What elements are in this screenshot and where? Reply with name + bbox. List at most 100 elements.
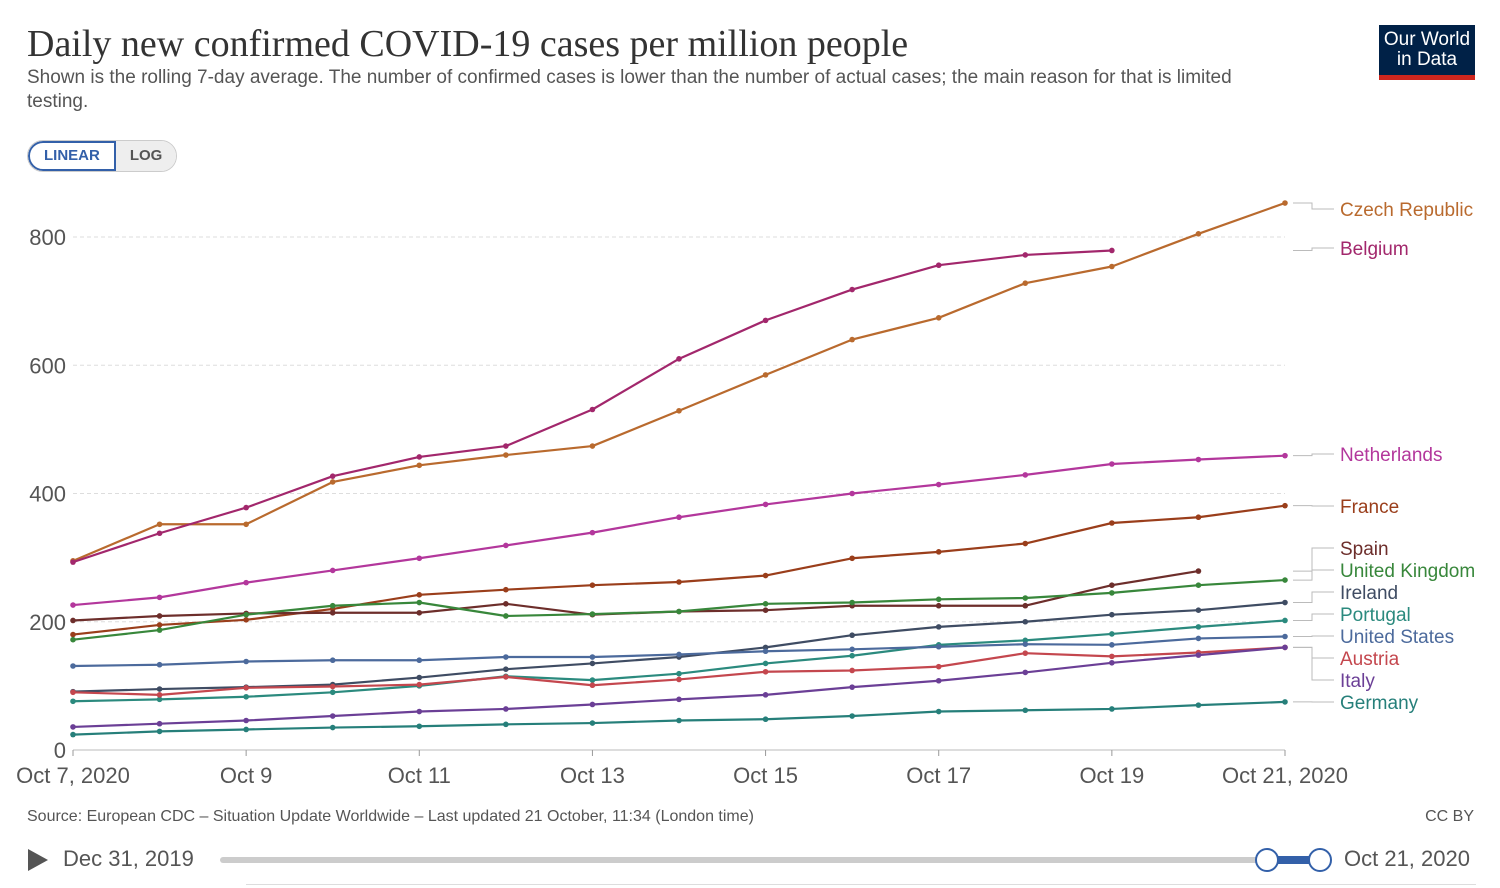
data-point[interactable]: [1282, 577, 1288, 583]
data-point[interactable]: [503, 706, 509, 712]
data-point[interactable]: [156, 613, 163, 619]
legend-label[interactable]: Portugal: [1340, 605, 1411, 626]
data-point[interactable]: [503, 674, 509, 680]
data-point[interactable]: [1022, 602, 1029, 609]
data-point[interactable]: [1282, 617, 1288, 624]
legend-label[interactable]: Austria: [1340, 649, 1400, 670]
legend-label[interactable]: Czech Republic: [1340, 200, 1473, 221]
data-point[interactable]: [329, 689, 336, 696]
data-point[interactable]: [156, 692, 163, 698]
data-point[interactable]: [1195, 635, 1202, 642]
data-point[interactable]: [416, 592, 423, 598]
legend-label[interactable]: Germany: [1340, 693, 1419, 714]
data-point[interactable]: [243, 579, 249, 586]
series-line[interactable]: [72, 635, 1286, 668]
data-point[interactable]: [1282, 599, 1288, 606]
legend-label[interactable]: Netherlands: [1340, 445, 1442, 466]
timeline-start-handle[interactable]: [1255, 848, 1279, 872]
data-point[interactable]: [156, 622, 163, 628]
data-point[interactable]: [589, 701, 596, 708]
data-point[interactable]: [1022, 650, 1029, 656]
linear-scale-button[interactable]: LINEAR: [28, 141, 116, 171]
timeline-track[interactable]: [220, 857, 1320, 863]
data-point[interactable]: [1282, 633, 1288, 640]
data-point[interactable]: [935, 481, 942, 488]
data-point[interactable]: [503, 721, 509, 728]
data-point[interactable]: [156, 530, 163, 537]
data-point[interactable]: [243, 504, 249, 511]
data-point[interactable]: [676, 717, 682, 724]
data-point[interactable]: [70, 698, 76, 705]
data-point[interactable]: [849, 490, 855, 497]
data-point[interactable]: [503, 613, 509, 619]
data-point[interactable]: [416, 674, 423, 681]
data-point[interactable]: [589, 443, 596, 449]
data-point[interactable]: [156, 728, 163, 735]
data-point[interactable]: [1022, 707, 1029, 714]
data-point[interactable]: [503, 586, 509, 593]
data-point[interactable]: [849, 599, 855, 606]
owid-logo[interactable]: Our World in Data: [1379, 25, 1475, 80]
data-point[interactable]: [762, 501, 769, 508]
data-point[interactable]: [762, 607, 769, 614]
data-point[interactable]: [503, 443, 509, 449]
data-point[interactable]: [849, 632, 855, 639]
data-point[interactable]: [503, 600, 509, 607]
data-point[interactable]: [849, 646, 855, 653]
data-point[interactable]: [70, 731, 76, 738]
data-point[interactable]: [849, 713, 855, 719]
data-point[interactable]: [762, 648, 769, 655]
data-point[interactable]: [589, 720, 596, 726]
data-point[interactable]: [329, 713, 336, 719]
data-point[interactable]: [416, 555, 423, 562]
data-point[interactable]: [1282, 502, 1288, 509]
data-point[interactable]: [329, 479, 336, 485]
data-point[interactable]: [1195, 456, 1202, 463]
data-point[interactable]: [676, 579, 682, 585]
data-point[interactable]: [1022, 595, 1029, 601]
data-point[interactable]: [935, 314, 942, 321]
data-point[interactable]: [243, 611, 249, 618]
data-point[interactable]: [935, 262, 942, 269]
legend-label[interactable]: France: [1340, 497, 1399, 518]
data-point[interactable]: [1022, 540, 1029, 547]
data-point[interactable]: [1109, 590, 1115, 596]
legend-label[interactable]: United Kingdom: [1340, 561, 1475, 582]
data-point[interactable]: [762, 372, 769, 378]
data-point[interactable]: [849, 652, 855, 659]
data-point[interactable]: [243, 521, 249, 528]
data-point[interactable]: [762, 317, 769, 324]
data-point[interactable]: [329, 602, 336, 609]
data-point[interactable]: [589, 660, 596, 667]
data-point[interactable]: [676, 608, 682, 615]
data-point[interactable]: [762, 600, 769, 607]
data-point[interactable]: [935, 677, 942, 684]
data-point[interactable]: [1195, 230, 1202, 237]
data-point[interactable]: [676, 651, 682, 658]
data-point[interactable]: [243, 693, 249, 700]
data-point[interactable]: [1282, 644, 1288, 651]
data-point[interactable]: [1022, 669, 1029, 676]
data-point[interactable]: [416, 681, 423, 688]
data-point[interactable]: [416, 609, 423, 616]
data-point[interactable]: [1109, 520, 1115, 526]
data-point[interactable]: [156, 686, 163, 692]
data-point[interactable]: [676, 696, 682, 703]
data-point[interactable]: [762, 692, 769, 698]
data-point[interactable]: [243, 717, 249, 724]
data-point[interactable]: [503, 452, 509, 458]
legend-label[interactable]: United States: [1340, 627, 1454, 648]
data-point[interactable]: [589, 406, 596, 413]
data-point[interactable]: [156, 627, 163, 633]
data-point[interactable]: [762, 716, 769, 723]
data-point[interactable]: [849, 336, 855, 343]
data-point[interactable]: [329, 657, 336, 664]
data-point[interactable]: [1109, 461, 1115, 467]
data-point[interactable]: [1109, 653, 1115, 660]
data-point[interactable]: [935, 643, 942, 650]
data-point[interactable]: [156, 661, 163, 668]
data-point[interactable]: [416, 723, 423, 730]
data-point[interactable]: [1195, 514, 1202, 521]
data-point[interactable]: [1195, 652, 1202, 658]
data-point[interactable]: [1109, 263, 1115, 270]
